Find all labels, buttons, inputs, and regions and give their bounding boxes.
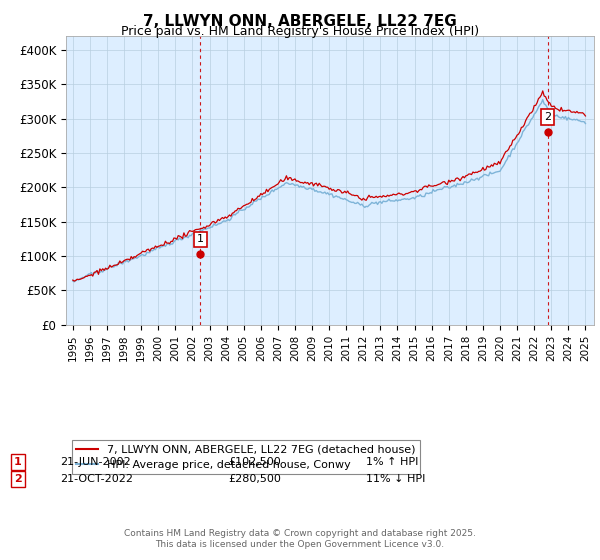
Text: Contains HM Land Registry data © Crown copyright and database right 2025.
This d: Contains HM Land Registry data © Crown c… [124, 529, 476, 549]
Legend: 7, LLWYN ONN, ABERGELE, LL22 7EG (detached house), HPI: Average price, detached : 7, LLWYN ONN, ABERGELE, LL22 7EG (detach… [71, 440, 420, 474]
Text: 2: 2 [14, 474, 22, 484]
Text: 7, LLWYN ONN, ABERGELE, LL22 7EG: 7, LLWYN ONN, ABERGELE, LL22 7EG [143, 14, 457, 29]
Text: Price paid vs. HM Land Registry's House Price Index (HPI): Price paid vs. HM Land Registry's House … [121, 25, 479, 38]
Text: 1: 1 [197, 234, 204, 244]
Text: 21-JUN-2002: 21-JUN-2002 [60, 457, 131, 467]
Text: £102,500: £102,500 [228, 457, 281, 467]
Text: 21-OCT-2022: 21-OCT-2022 [60, 474, 133, 484]
Text: 2: 2 [544, 112, 551, 122]
Text: £280,500: £280,500 [228, 474, 281, 484]
Text: 1% ↑ HPI: 1% ↑ HPI [366, 457, 418, 467]
Text: 11% ↓ HPI: 11% ↓ HPI [366, 474, 425, 484]
Text: 1: 1 [14, 457, 22, 467]
